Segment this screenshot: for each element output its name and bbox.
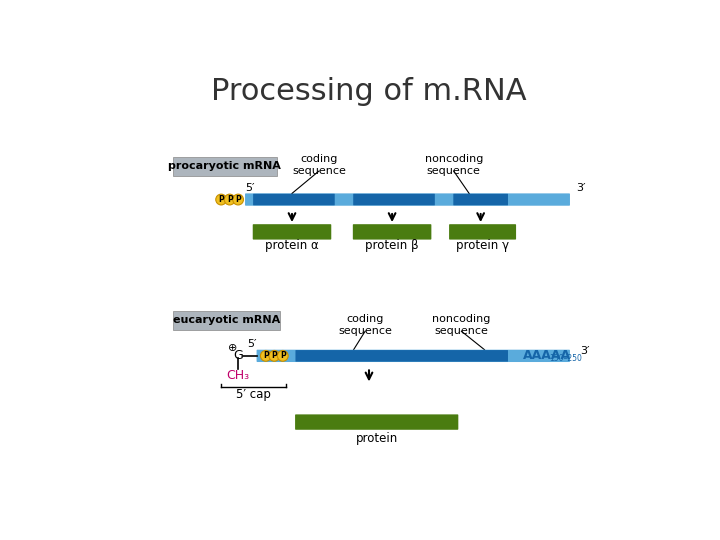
Text: procaryotic mRNA: procaryotic mRNA xyxy=(168,161,281,171)
Text: 150–250: 150–250 xyxy=(549,354,582,363)
FancyBboxPatch shape xyxy=(173,157,276,176)
Text: P: P xyxy=(218,195,224,204)
Text: noncoding
sequence: noncoding sequence xyxy=(425,154,483,176)
FancyBboxPatch shape xyxy=(173,311,281,330)
Text: protein α: protein α xyxy=(265,239,319,252)
FancyBboxPatch shape xyxy=(256,350,570,362)
Text: 3′: 3′ xyxy=(576,183,585,193)
Text: protein γ: protein γ xyxy=(456,239,509,252)
Circle shape xyxy=(269,350,279,361)
FancyBboxPatch shape xyxy=(245,193,570,206)
FancyBboxPatch shape xyxy=(253,224,331,240)
Circle shape xyxy=(233,194,243,205)
Text: P: P xyxy=(227,195,233,204)
Text: coding
sequence: coding sequence xyxy=(338,314,392,336)
Text: P: P xyxy=(263,352,269,360)
Circle shape xyxy=(216,194,227,205)
Text: ⊕: ⊕ xyxy=(228,343,238,353)
Circle shape xyxy=(224,194,235,205)
FancyBboxPatch shape xyxy=(449,224,516,240)
FancyBboxPatch shape xyxy=(354,194,435,205)
FancyBboxPatch shape xyxy=(295,414,459,430)
Text: G: G xyxy=(233,349,243,362)
Text: AAAAA: AAAAA xyxy=(523,349,571,362)
Text: noncoding
sequence: noncoding sequence xyxy=(432,314,490,336)
Text: coding
sequence: coding sequence xyxy=(292,154,346,176)
Text: P: P xyxy=(271,352,277,360)
Text: eucaryotic mRNA: eucaryotic mRNA xyxy=(173,315,280,326)
Text: P: P xyxy=(280,352,286,360)
Text: 3′: 3′ xyxy=(580,346,590,356)
Text: 5′ cap: 5′ cap xyxy=(236,388,271,401)
FancyBboxPatch shape xyxy=(253,194,335,205)
Text: CH₃: CH₃ xyxy=(227,369,250,382)
FancyBboxPatch shape xyxy=(353,224,431,240)
Circle shape xyxy=(277,350,288,361)
Text: P: P xyxy=(235,195,241,204)
Text: 5′: 5′ xyxy=(247,339,257,348)
Text: 5′: 5′ xyxy=(245,183,254,193)
Text: protein: protein xyxy=(356,432,398,445)
FancyBboxPatch shape xyxy=(295,350,508,362)
Circle shape xyxy=(261,350,271,361)
Text: Processing of m.RNA: Processing of m.RNA xyxy=(211,77,527,106)
FancyBboxPatch shape xyxy=(454,194,508,205)
Text: protein β: protein β xyxy=(365,239,419,252)
